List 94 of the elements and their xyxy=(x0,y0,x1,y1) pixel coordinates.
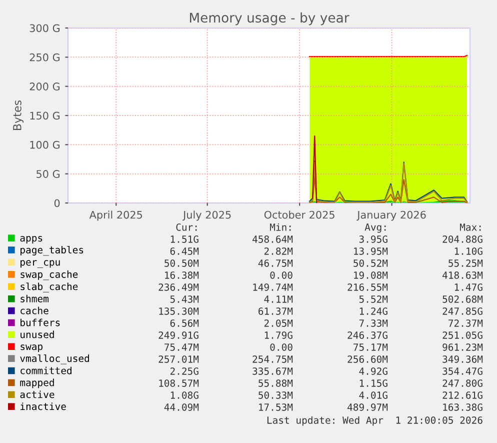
text: 55.88M xyxy=(258,379,293,387)
y-tick-label: 250 G xyxy=(30,53,60,62)
text: 4.01G xyxy=(359,391,388,399)
text: 72.37M xyxy=(448,319,483,327)
text: 50.50M xyxy=(164,259,199,267)
legend-label: per_cpu xyxy=(20,260,60,268)
text: 1.47G xyxy=(454,283,482,291)
text: 55.25M xyxy=(448,259,483,267)
chart-title: Memory usage - by year xyxy=(190,12,350,26)
legend-label: inactive xyxy=(20,402,66,410)
text: Last update: Wed Apr 1 21:00:05 2026 xyxy=(267,416,482,426)
text: 212.61G xyxy=(442,391,482,399)
text: 236.49M xyxy=(158,283,199,291)
text: 75.17M xyxy=(354,344,388,351)
text: 418.63M xyxy=(442,271,483,279)
text: 13.95M xyxy=(354,247,388,255)
x-tick-label: January 2026 xyxy=(356,210,426,221)
y-tick-label: 100 G xyxy=(30,140,60,149)
text: 2.05M xyxy=(264,319,293,327)
y-tick-label: 300 G xyxy=(30,24,60,32)
text: 2.82M xyxy=(264,247,293,255)
text: 50.33M xyxy=(258,391,293,399)
y-tick-label: 0 xyxy=(54,199,60,208)
text: 1.15G xyxy=(360,379,388,387)
legend-label: shmem xyxy=(20,294,48,302)
text: 204.88G xyxy=(442,235,482,243)
text: 6.56M xyxy=(170,319,199,327)
text: 149.74M xyxy=(253,283,293,291)
text: 108.57M xyxy=(159,379,199,387)
legend-label: committed xyxy=(20,366,72,374)
text: 1.51G xyxy=(170,235,198,243)
y-tick-label: 150 G xyxy=(30,112,60,120)
text: 2.25G xyxy=(170,367,198,375)
text: 1.08G xyxy=(170,391,198,399)
text: 46.75M xyxy=(258,259,293,267)
text: 4.11M xyxy=(264,296,293,303)
text: 249.91G xyxy=(158,331,198,339)
y-tick-label: 200 G xyxy=(30,82,60,90)
text: 502.68M xyxy=(442,295,483,303)
legend-label: unused xyxy=(20,330,54,338)
text: 354.47G xyxy=(442,367,482,375)
legend-label: swap_cache xyxy=(20,270,78,280)
text: 256.60M xyxy=(348,355,388,363)
text: 135.30M xyxy=(159,307,199,315)
text: Max: xyxy=(460,224,481,231)
text: 1.10G xyxy=(454,247,482,255)
text: 3.95G xyxy=(359,235,388,243)
text: 44.09M xyxy=(164,403,199,411)
text: 5.52M xyxy=(359,295,388,303)
text: 458.64M xyxy=(252,235,293,243)
line-series xyxy=(309,176,468,203)
text: 251.05G xyxy=(442,331,482,339)
text: 6.45M xyxy=(170,247,199,255)
legend-label: active xyxy=(20,390,54,398)
legend-label: vmalloc_used xyxy=(20,354,89,364)
text: 4.92G xyxy=(359,367,388,375)
y-tick-label: 50 G xyxy=(36,170,60,178)
text: 61.37M xyxy=(258,307,293,315)
text: Min: xyxy=(270,223,291,231)
text: 5.43M xyxy=(170,295,199,303)
text: 0.00 xyxy=(270,343,292,351)
x-tick-label: October 2025 xyxy=(264,210,334,219)
text: 7.33M xyxy=(359,319,388,327)
y-axis-title: Bytes xyxy=(13,100,24,130)
text: Avg: xyxy=(364,224,386,233)
text: 247.80G xyxy=(442,379,482,387)
text: 257.01M xyxy=(158,355,199,363)
legend-label: apps xyxy=(20,236,42,244)
text: 1.24G xyxy=(360,307,388,315)
text: 16.38M xyxy=(165,271,199,279)
text: 254.75M xyxy=(252,355,293,363)
legend-label: cache xyxy=(20,306,48,314)
text: 247.85G xyxy=(442,307,482,315)
text: 216.55M xyxy=(348,283,388,291)
legend-label: buffers xyxy=(20,318,60,326)
legend-label: swap xyxy=(20,344,42,352)
x-tick-label: July 2025 xyxy=(182,210,231,221)
text: 75.47M xyxy=(164,344,199,351)
x-tick-label: April 2025 xyxy=(89,210,142,221)
legend-label: page_tables xyxy=(20,246,84,256)
text: 349.36M xyxy=(442,355,483,363)
text: 1.79G xyxy=(264,331,292,339)
text: 50.52M xyxy=(354,259,388,267)
text: 489.97M xyxy=(348,403,388,411)
text: 17.53M xyxy=(259,403,293,411)
text: 0.00 xyxy=(270,271,292,279)
text: 961.23M xyxy=(442,343,483,351)
text: 19.08M xyxy=(354,271,388,279)
text: 163.38G xyxy=(443,403,482,411)
legend-label: mapped xyxy=(20,378,54,388)
text: 335.67M xyxy=(252,367,293,375)
text: Cur: xyxy=(176,223,197,231)
text: 246.37G xyxy=(348,331,388,339)
legend-label: slab_cache xyxy=(20,282,78,292)
